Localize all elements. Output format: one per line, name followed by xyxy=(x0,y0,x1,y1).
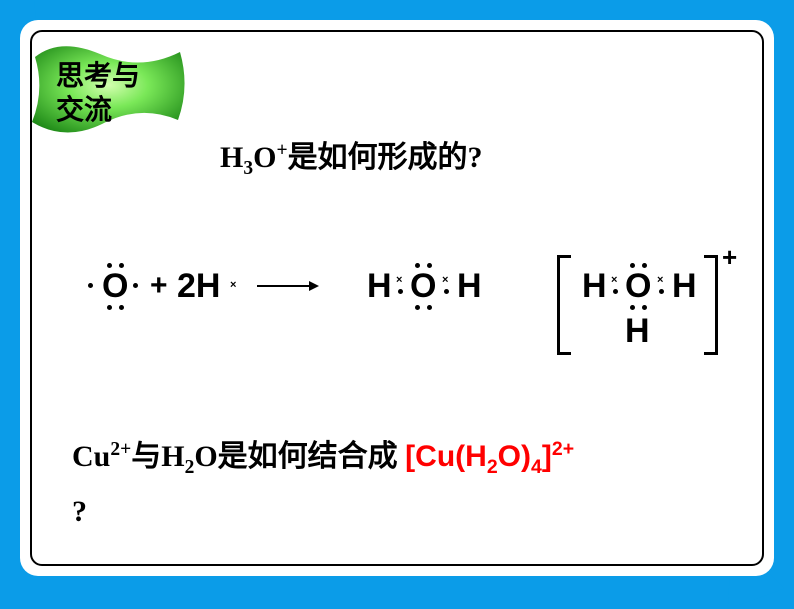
banner-text: 思考与 交流 xyxy=(56,60,140,128)
dot xyxy=(119,263,124,268)
dot xyxy=(107,263,112,268)
plus-sign: + xyxy=(150,269,168,303)
xmark: × xyxy=(442,274,448,286)
dot xyxy=(613,289,618,294)
q2-cu-sup: 2+ xyxy=(110,439,131,460)
lewis-row: O + 2H × H × O × H xyxy=(72,227,772,357)
atom-h2a: H xyxy=(367,267,392,306)
bracket-right xyxy=(704,255,718,355)
q1-txt: 是如何形成的? xyxy=(288,141,483,174)
dot xyxy=(107,305,112,310)
dot xyxy=(427,305,432,310)
q2-qmark: ? xyxy=(72,495,87,528)
atom-o1: O xyxy=(102,267,128,306)
q1-sup: + xyxy=(276,140,287,161)
q1-sub: 3 xyxy=(243,158,253,179)
xmark: × xyxy=(230,279,236,291)
atom-h3c: H xyxy=(625,312,650,351)
xmark: × xyxy=(396,274,402,286)
atom-o2: O xyxy=(410,267,436,306)
atom-h2b: H xyxy=(457,267,482,306)
dot xyxy=(133,283,138,288)
dot xyxy=(642,263,647,268)
arrow xyxy=(257,285,317,287)
banner-line1: 思考与 xyxy=(56,61,140,92)
dot xyxy=(415,305,420,310)
slide-inner: 思考与 交流 H3O+是如何形成的? O + 2H × xyxy=(30,30,764,566)
q2-h2o-sub: 2 xyxy=(185,457,195,478)
atom-2h: 2H xyxy=(177,267,220,306)
bracket-left xyxy=(557,255,571,355)
dot xyxy=(630,305,635,310)
dot xyxy=(630,263,635,268)
dot xyxy=(659,289,664,294)
charge-plus: + xyxy=(722,242,737,273)
cplx-s1: 2 xyxy=(487,456,498,478)
q2-cu: Cu xyxy=(72,440,110,473)
dot xyxy=(427,263,432,268)
complex-ion: [Cu(H2O)4]2+ xyxy=(405,440,574,473)
cplx-s2: 4 xyxy=(531,456,542,478)
xmark: × xyxy=(611,274,617,286)
xmark: × xyxy=(657,274,663,286)
dot xyxy=(642,305,647,310)
question-1: H3O+是如何形成的? xyxy=(220,132,483,180)
cplx-mid: O) xyxy=(498,440,531,473)
banner: 思考与 交流 xyxy=(30,42,190,152)
atom-o3: O xyxy=(625,267,651,306)
dot xyxy=(88,283,93,288)
q1-h: H xyxy=(220,141,243,174)
dot xyxy=(415,263,420,268)
cplx-close: ] xyxy=(542,440,552,473)
cplx-open: [Cu(H xyxy=(405,440,487,473)
dot xyxy=(398,289,403,294)
q2-p2: 与H xyxy=(131,440,184,473)
question-2: Cu2+与H2O是如何结合成 [Cu(H2O)4]2+ ? xyxy=(72,427,752,534)
q1-o: O xyxy=(253,141,276,174)
dot xyxy=(444,289,449,294)
q2-p3: O是如何结合成 xyxy=(194,440,397,473)
banner-line2: 交流 xyxy=(56,95,112,126)
cplx-sup: 2+ xyxy=(552,438,574,460)
dot xyxy=(119,305,124,310)
slide-outer: 思考与 交流 H3O+是如何形成的? O + 2H × xyxy=(20,20,774,576)
atom-h3b: H xyxy=(672,267,697,306)
atom-h3a: H xyxy=(582,267,607,306)
